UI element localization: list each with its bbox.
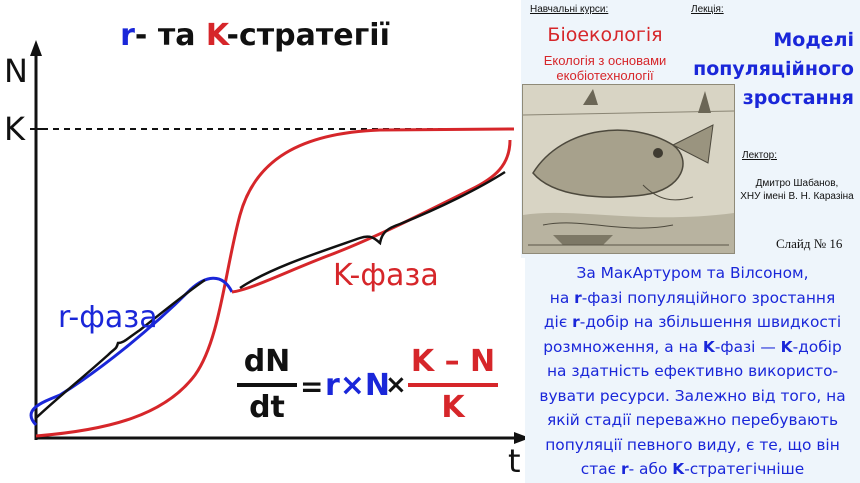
explain-line-8: популяції певного виду, є те, що він <box>545 435 840 454</box>
y-axis-label: N <box>4 52 28 90</box>
explain-line-3: діє r-добір на збільшення швидкості <box>543 313 842 331</box>
r-strategy-curve <box>29 276 234 427</box>
explain-line-1: За МакАртуром та Вілсоном, <box>576 264 809 282</box>
x-axis-label: t <box>508 442 521 480</box>
lecture-label: Лекція: <box>691 4 724 15</box>
slide-number: Слайд № 16 <box>776 236 843 251</box>
explain-line-9: стає r- або K-стратегічніше <box>580 460 805 478</box>
course-subtitle: Екологія з основами екобіотехнології <box>543 53 667 83</box>
formula-lhs-bar <box>237 383 297 387</box>
lecturer-name: Дмитро Шабанов, <box>755 178 839 189</box>
formula-times: × <box>385 370 407 400</box>
y-axis-arrow <box>30 40 42 56</box>
x-axis-arrow <box>514 432 525 444</box>
formula-rhs-numerator: K – N <box>410 344 496 379</box>
slide-title: r- та K-стратегії <box>120 18 390 53</box>
formula-lhs-numerator: dN <box>243 344 291 379</box>
formula-equals: = <box>300 370 324 403</box>
lecture-title: Моделі популяційного зростання <box>693 29 854 109</box>
courses-label: Навчальні курси: <box>530 4 609 15</box>
lecturer-affiliation: ХНУ імені В. Н. Каразіна <box>740 191 854 202</box>
formula-rhs-denominator: K <box>441 390 465 425</box>
formula-rhs-bar <box>408 383 498 387</box>
engraving-image <box>522 84 735 254</box>
title-text-2: -стратегії <box>226 18 390 53</box>
growth-diagram <box>29 40 525 444</box>
explanation-text: За МакАртуром та Вілсоном, на r-фазі поп… <box>525 258 860 483</box>
big-fish-engraving <box>522 85 735 253</box>
k-strategy-curve <box>35 127 515 438</box>
formula-lhs: dN dt <box>237 343 297 427</box>
formula-lhs-denominator: dt <box>249 390 285 425</box>
k-level-label: K <box>4 110 25 148</box>
title-text-1: - та <box>134 18 206 53</box>
explain-line-6: вувати ресурси. Залежно від того, на <box>539 386 846 405</box>
formula-rn: r×N <box>325 368 391 403</box>
k-phase-brace <box>239 170 506 290</box>
formula-rhs: K – N K <box>408 343 498 427</box>
r-phase-label: r-фаза <box>58 300 158 335</box>
explain-line-4: розмноження, а на K-фазі — K-добір <box>543 337 842 356</box>
explain-line-5: на здатність ефективно використо- <box>546 362 839 380</box>
explain-line-7: якій стадії переважно перебувають <box>546 411 839 429</box>
r-phase-brace <box>35 278 206 419</box>
course-name: Біоекологія <box>547 24 663 46</box>
explain-line-2: на r-фазі популяційного зростання <box>549 288 836 307</box>
k-phase-label: K-фаза <box>333 258 439 293</box>
lecturer-label: Лектор: <box>742 150 777 161</box>
title-r: r <box>120 18 135 53</box>
title-k: K <box>205 18 227 53</box>
